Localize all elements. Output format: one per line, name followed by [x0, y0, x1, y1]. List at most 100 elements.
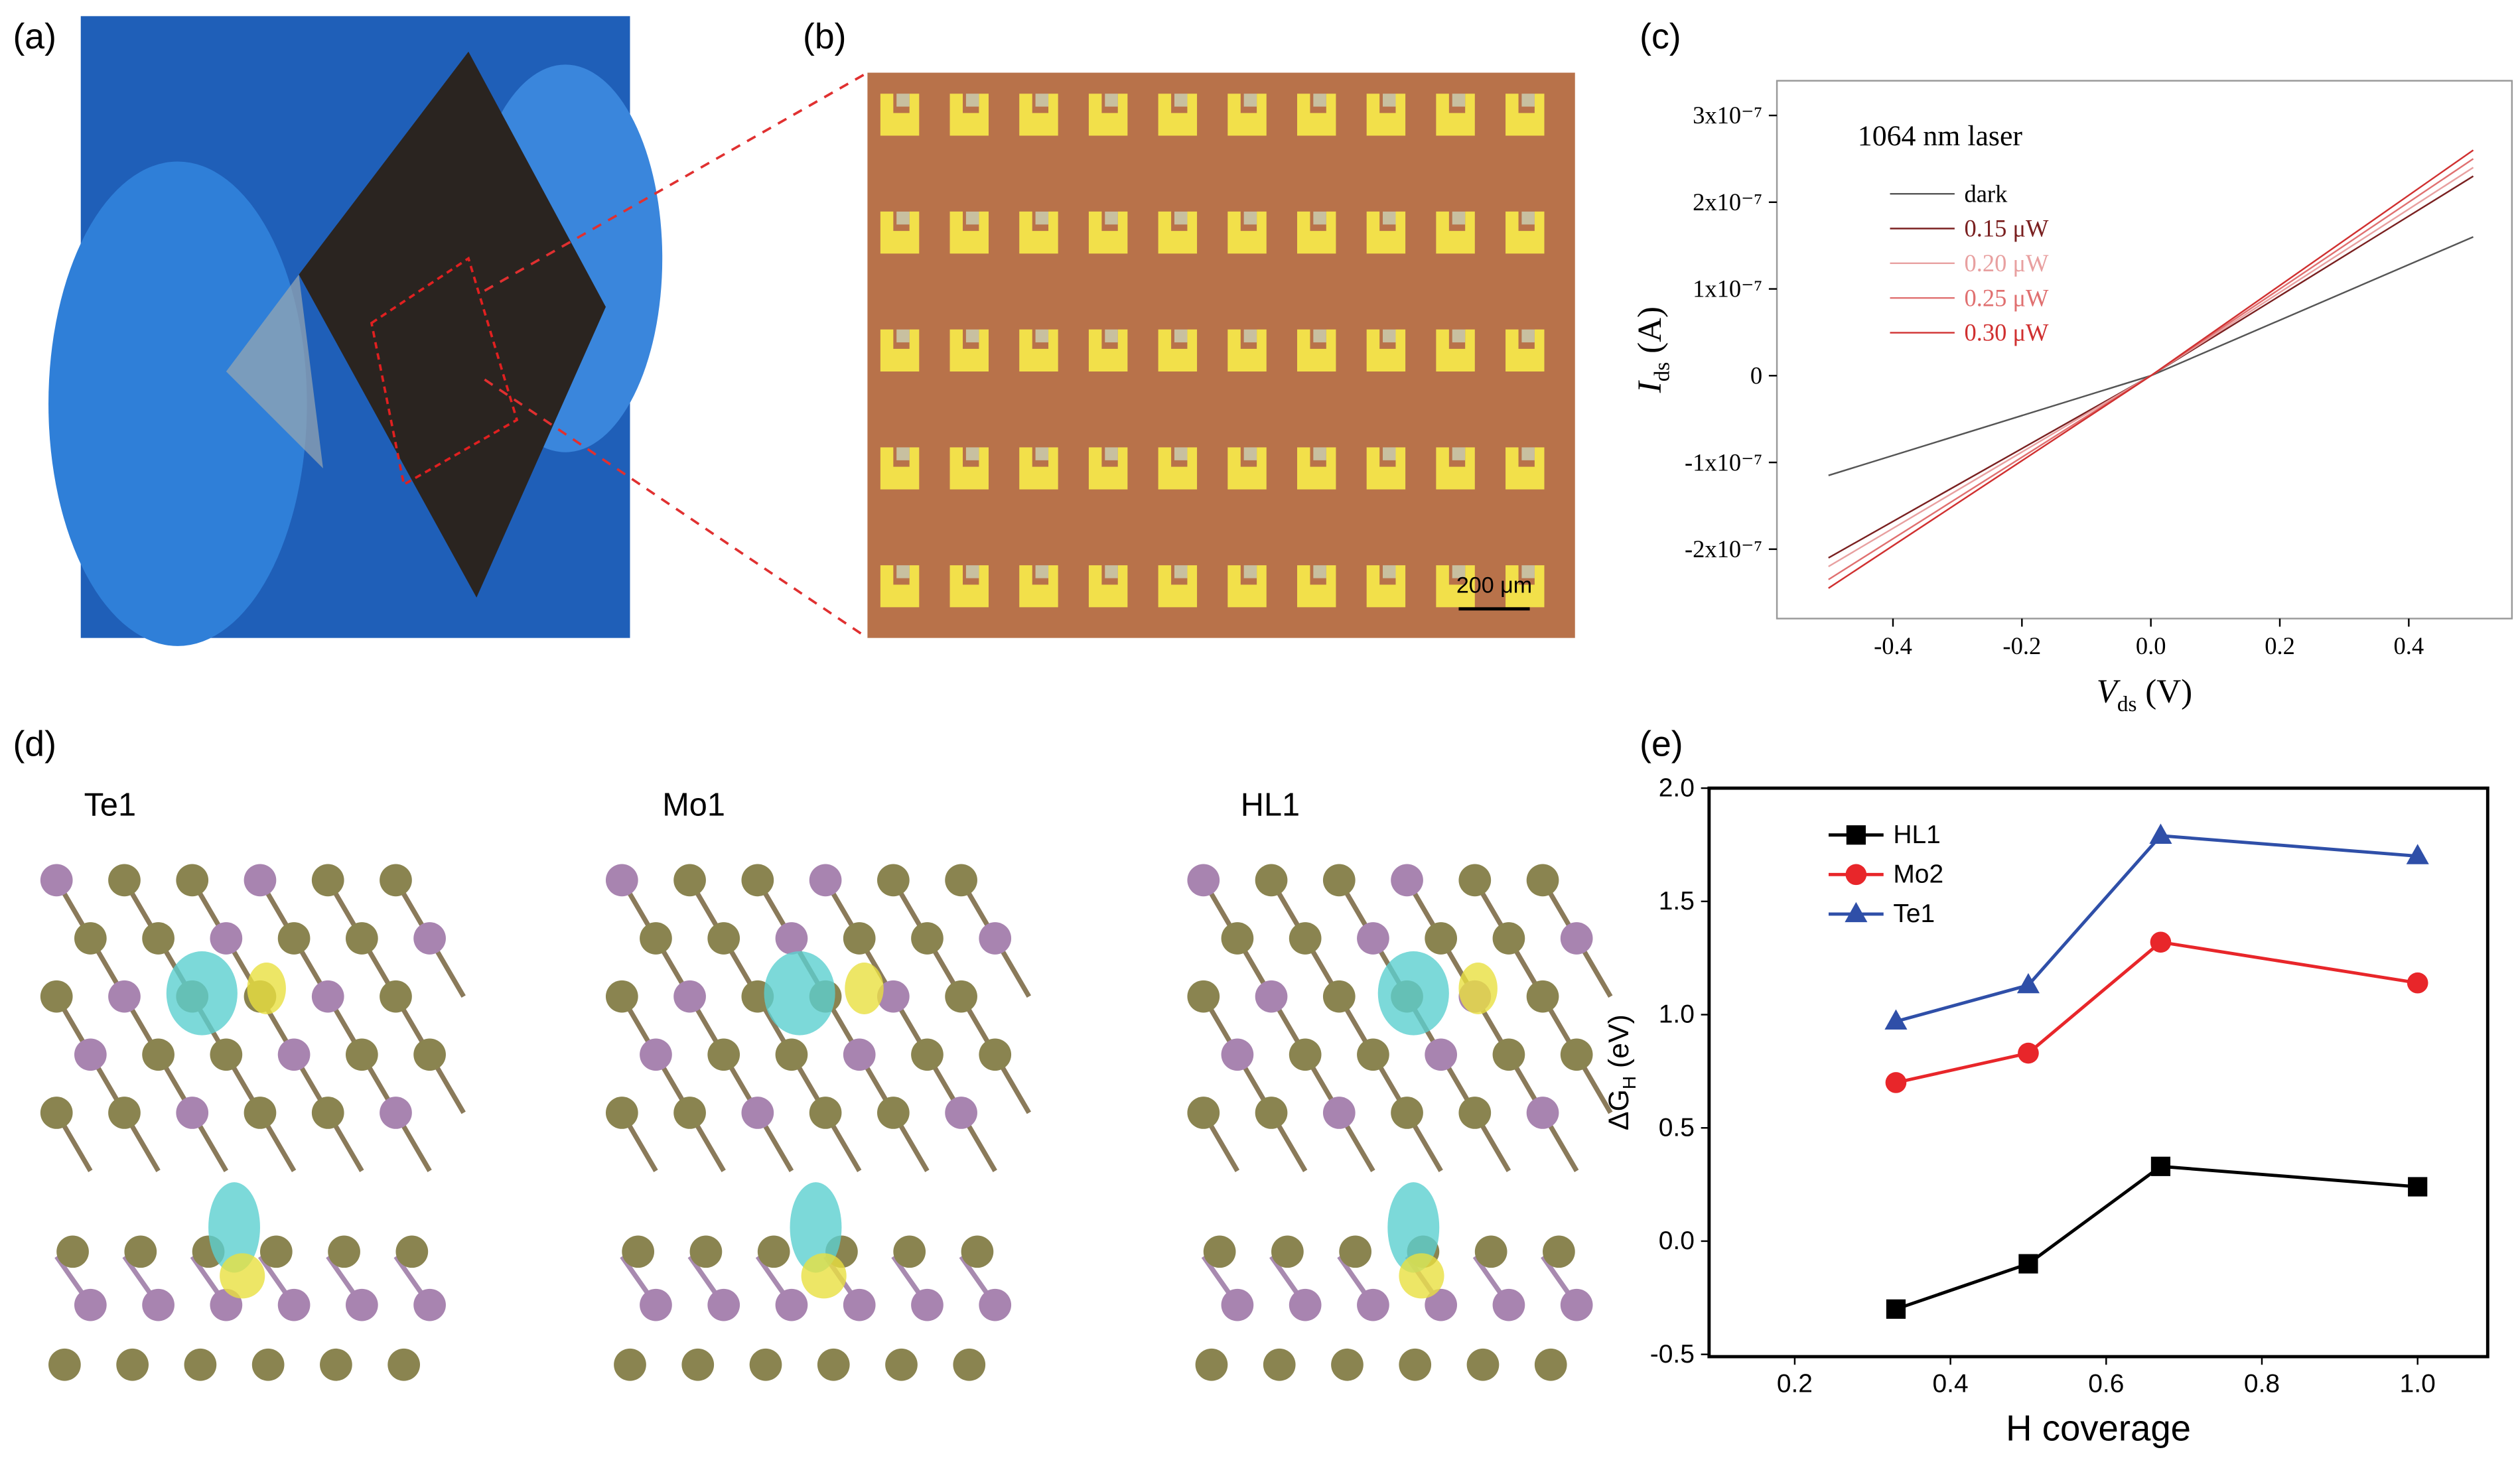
- series-line: [1828, 167, 2474, 568]
- atom: [311, 864, 344, 897]
- pad: [1366, 211, 1406, 254]
- atom: [1458, 864, 1492, 897]
- atom: [749, 1348, 782, 1381]
- atom: [1526, 980, 1559, 1013]
- atom: [953, 1348, 986, 1381]
- charge: [208, 1182, 260, 1273]
- atom: [277, 1288, 311, 1321]
- pad: [1366, 565, 1406, 608]
- atom: [74, 1038, 107, 1071]
- atom: [259, 1235, 293, 1268]
- atom: [640, 1038, 672, 1071]
- pad: [1366, 94, 1406, 136]
- photo-a: [48, 16, 663, 646]
- photo-b: [867, 72, 1575, 638]
- atom: [775, 1288, 808, 1321]
- axis-unit: (eV): [1603, 1014, 1635, 1076]
- marker: [2407, 972, 2428, 994]
- channel: [1243, 565, 1257, 578]
- atom: [277, 1038, 311, 1071]
- atom: [108, 1097, 141, 1129]
- x-tick-label: 1.0: [2400, 1370, 2436, 1398]
- atom: [614, 1348, 646, 1381]
- axis-subscript: ds: [2117, 692, 2137, 716]
- channel: [1383, 565, 1396, 578]
- atom: [1425, 922, 1458, 955]
- axis-label: Ids (A): [1631, 306, 1675, 393]
- atom: [387, 1348, 420, 1381]
- charge: [220, 1253, 265, 1299]
- atom: [1255, 1097, 1288, 1129]
- atom: [1289, 1038, 1322, 1071]
- series-line: [1828, 158, 2474, 580]
- pad: [1436, 565, 1475, 608]
- atom: [876, 980, 910, 1013]
- marker: [1846, 825, 1866, 845]
- atom: [210, 922, 243, 955]
- channel: [1174, 447, 1188, 460]
- channel: [1174, 211, 1188, 225]
- channel: [1521, 447, 1535, 460]
- channel: [1035, 447, 1049, 460]
- channel: [1313, 447, 1326, 460]
- pad: [1505, 447, 1545, 490]
- axis-symbol: V: [2097, 673, 2121, 710]
- atom: [876, 864, 910, 897]
- atom: [1425, 1288, 1458, 1321]
- atom: [346, 1038, 378, 1071]
- axis-label: Vds (V): [2097, 673, 2193, 716]
- atom: [380, 980, 412, 1013]
- charge: [801, 1253, 847, 1299]
- charge: [764, 951, 835, 1036]
- atom: [108, 980, 141, 1013]
- channel: [1383, 94, 1396, 107]
- channel: [1452, 94, 1466, 107]
- atom: [413, 922, 446, 955]
- atom: [1221, 1288, 1254, 1321]
- atom: [893, 1235, 926, 1268]
- atom: [1560, 1038, 1593, 1071]
- atom: [843, 922, 876, 955]
- pad: [1436, 447, 1475, 490]
- atom: [142, 1038, 175, 1071]
- marker: [1885, 1072, 1907, 1093]
- atom: [817, 1348, 850, 1381]
- pad: [1505, 329, 1545, 371]
- atom: [979, 1288, 1012, 1321]
- axis-symbol: ΔG: [1603, 1089, 1635, 1130]
- channel: [1313, 565, 1326, 578]
- legend-label: 0.20 μW: [1964, 249, 2049, 277]
- atom: [74, 922, 107, 955]
- legend-label: 0.30 μW: [1964, 319, 2049, 346]
- atom: [346, 1288, 378, 1321]
- x-tick-label: -0.2: [2002, 632, 2041, 659]
- atom: [176, 1097, 209, 1129]
- marker: [1884, 1009, 1908, 1030]
- atom: [244, 1097, 277, 1129]
- channel: [1313, 211, 1326, 225]
- marker: [2150, 1156, 2171, 1176]
- atom: [809, 1097, 842, 1129]
- pad: [1366, 447, 1406, 490]
- annotation: 1064 nm laser: [1858, 120, 2023, 152]
- charge: [1458, 963, 1498, 1014]
- atom: [1492, 1038, 1525, 1071]
- atom: [605, 864, 638, 897]
- atom: [1322, 1097, 1356, 1129]
- atom: [74, 1288, 107, 1321]
- atom: [622, 1235, 655, 1268]
- y-tick-label: -2x10⁻⁷: [1685, 535, 1762, 563]
- atom: [48, 1348, 81, 1381]
- atom: [311, 980, 344, 1013]
- channel: [1313, 94, 1326, 107]
- atom: [320, 1348, 352, 1381]
- atom: [40, 980, 73, 1013]
- atom: [311, 1097, 344, 1129]
- y-tick-label: 2.0: [1659, 773, 1695, 802]
- channel: [965, 565, 979, 578]
- axis-symbol: I: [1631, 379, 1669, 393]
- channel: [896, 447, 910, 460]
- pad: [1158, 329, 1198, 371]
- channel: [1521, 565, 1535, 578]
